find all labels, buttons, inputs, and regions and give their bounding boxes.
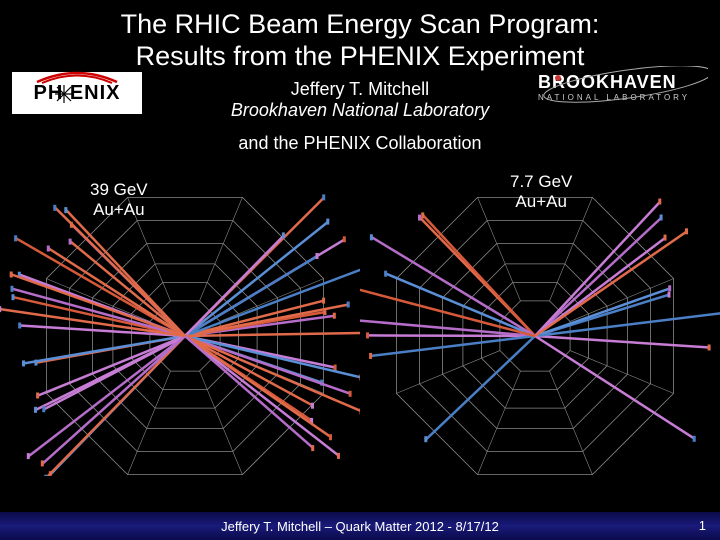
bnl-swoosh-icon [528,66,708,106]
right-energy: 7.7 GeV [510,172,572,191]
event-label-left: 39 GeV Au+Au [90,180,148,221]
event-display-right [360,186,720,476]
title-line-1: The RHIC Beam Energy Scan Program: [121,9,600,39]
footer-text: Jeffery T. Mitchell – Quark Matter 2012 … [221,519,499,534]
event-label-right: 7.7 GeV Au+Au [510,172,572,213]
phenix-logo: PH ENIX [12,72,142,114]
left-system: Au+Au [93,200,145,219]
slide-title: The RHIC Beam Energy Scan Program: Resul… [0,0,720,73]
page-number: 1 [699,518,706,533]
event-displays: 39 GeV Au+Au 7.7 GeV Au+Au [0,168,720,478]
collaboration: and the PHENIX Collaboration [0,133,720,154]
title-line-2: Results from the PHENIX Experiment [136,41,585,71]
phenix-arc-icon [32,70,122,84]
event-panel-left: 39 GeV Au+Au [0,168,360,478]
phenix-logo-text: PH ENIX [33,82,120,105]
event-display-left [0,186,360,476]
logo-row: PH ENIX BROOKHAVEN NATIONAL LABORATORY [0,72,720,122]
event-panel-right: 7.7 GeV Au+Au [360,168,720,478]
left-energy: 39 GeV [90,180,148,199]
footer-bar: Jeffery T. Mitchell – Quark Matter 2012 … [0,512,720,540]
phenix-star-icon [54,84,74,104]
bnl-logo: BROOKHAVEN NATIONAL LABORATORY [538,72,708,108]
right-system: Au+Au [515,192,567,211]
